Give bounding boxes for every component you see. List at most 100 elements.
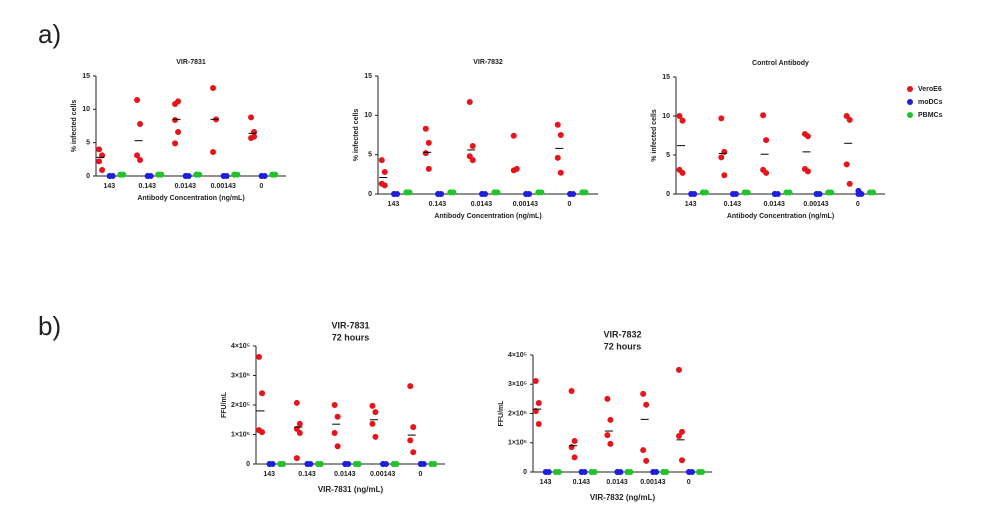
data-point xyxy=(155,171,162,178)
data-point xyxy=(425,165,432,172)
data-point xyxy=(867,189,874,196)
data-point xyxy=(557,132,564,138)
data-point xyxy=(175,98,182,105)
data-point xyxy=(172,140,179,147)
x-tick-label: 0 xyxy=(418,471,422,478)
x-tick-label: 0.00143 xyxy=(370,471,395,478)
data-point xyxy=(532,378,539,385)
data-point xyxy=(407,383,414,390)
data-point xyxy=(554,154,561,161)
x-axis-label: Antibody Concentration (ng/mL) xyxy=(137,195,244,202)
data-point xyxy=(422,150,429,157)
data-point xyxy=(567,191,574,197)
data-point xyxy=(804,168,811,175)
x-tick-label: 0.00143 xyxy=(640,479,665,486)
data-point xyxy=(552,469,559,475)
data-point xyxy=(557,169,564,176)
data-point xyxy=(607,416,614,423)
x-axis-label: VIR-7831 (ng/mL) xyxy=(318,485,384,494)
data-point xyxy=(277,461,284,467)
x-tick-label: 0.143 xyxy=(429,201,447,208)
data-point xyxy=(391,191,398,197)
x-tick-label: 0.0143 xyxy=(606,479,628,486)
y-tick-label: 10 xyxy=(364,112,372,119)
y-tick-label: 0 xyxy=(368,191,372,198)
x-tick-label: 143 xyxy=(540,479,552,486)
chart-title: Control Antibody xyxy=(752,60,809,67)
data-point xyxy=(825,189,832,196)
data-point xyxy=(771,191,778,197)
x-tick-label: 0 xyxy=(567,201,571,208)
x-tick-label: 143 xyxy=(263,471,275,478)
x-tick-label: 0.143 xyxy=(298,471,316,478)
legend-label: VeroE6 xyxy=(918,86,942,93)
data-point xyxy=(210,149,217,155)
data-point xyxy=(293,455,300,462)
data-point xyxy=(296,430,303,437)
x-tick-label: 143 xyxy=(103,183,115,190)
chart-title: VIR-7832 xyxy=(603,329,641,339)
y-tick-label: 10 xyxy=(662,113,670,120)
y-axis-label: % infected cells xyxy=(71,100,78,153)
y-tick-label: 5 xyxy=(666,152,670,159)
data-point xyxy=(296,420,303,427)
data-point xyxy=(650,469,657,475)
data-point xyxy=(718,154,725,161)
data-point xyxy=(554,121,561,128)
data-point xyxy=(699,189,706,196)
y-axis-label: % infected cells xyxy=(651,109,658,162)
data-point xyxy=(532,408,539,415)
data-point xyxy=(117,171,124,178)
data-point xyxy=(266,461,273,467)
data-point xyxy=(231,171,238,178)
data-point xyxy=(588,469,595,475)
data-point xyxy=(614,469,621,475)
data-point xyxy=(718,115,725,122)
data-point xyxy=(381,168,388,175)
x-tick-label: 0.143 xyxy=(724,201,742,208)
data-point xyxy=(523,191,530,197)
data-point xyxy=(342,461,349,467)
x-tick-label: 0.0143 xyxy=(175,183,197,190)
y-tick-label: 3×10⁵ xyxy=(231,372,250,379)
data-point xyxy=(604,395,611,402)
y-tick-label: 3×10⁵ xyxy=(508,381,527,388)
y-tick-label: 4×10⁵ xyxy=(508,352,527,359)
data-point xyxy=(855,191,862,197)
data-point xyxy=(352,461,359,467)
data-point xyxy=(763,169,770,176)
data-point xyxy=(422,125,429,132)
data-point xyxy=(660,469,667,475)
data-point xyxy=(134,152,141,159)
data-point xyxy=(466,98,473,105)
data-point xyxy=(410,449,417,456)
data-point xyxy=(640,447,647,454)
data-point xyxy=(469,143,476,150)
data-point xyxy=(428,461,435,467)
data-point xyxy=(144,173,151,179)
data-point xyxy=(783,189,790,196)
data-point xyxy=(571,437,578,444)
y-tick-label: 0 xyxy=(246,461,250,468)
y-tick-label: 5 xyxy=(86,140,90,147)
data-point xyxy=(372,409,379,416)
data-point xyxy=(425,139,432,146)
data-point xyxy=(675,366,682,373)
data-point xyxy=(175,129,182,135)
data-point xyxy=(369,420,376,427)
data-point xyxy=(688,191,695,197)
data-point xyxy=(96,146,103,153)
data-point xyxy=(542,469,549,475)
data-point xyxy=(846,116,853,123)
data-point xyxy=(846,180,853,187)
data-point xyxy=(643,401,650,408)
data-point xyxy=(510,132,517,139)
data-point xyxy=(259,390,266,397)
data-point xyxy=(369,402,376,409)
x-tick-label: 0.143 xyxy=(139,183,157,190)
y-axis-label: FFU/mL xyxy=(221,391,228,418)
y-axis-label: FFU/mL xyxy=(498,400,505,427)
data-point xyxy=(390,461,397,467)
data-point xyxy=(378,157,385,164)
x-tick-label: 143 xyxy=(685,201,697,208)
